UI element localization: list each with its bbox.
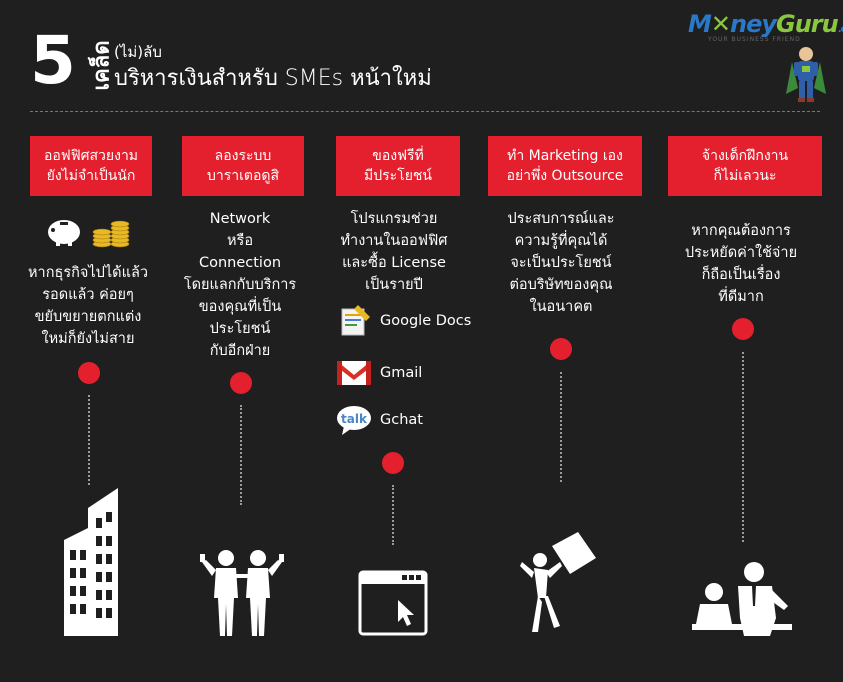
column-4-connector xyxy=(560,372,562,482)
column-5-body-line: ที่ดีมาก xyxy=(718,289,764,305)
column-1-title-line2: ยังไม่จำเป็นนัก xyxy=(46,168,136,184)
column-3-body-line: ทำงานในออฟฟิศ xyxy=(340,233,448,249)
app-google-docs: Google Docs xyxy=(336,305,471,337)
column-3-body-line: และซื้อ License xyxy=(342,255,446,271)
column-2-dot xyxy=(230,372,252,394)
svg-text:talk: talk xyxy=(341,412,368,426)
header-small-word: (ไม่)ลับ xyxy=(114,43,162,61)
mentor-icon xyxy=(692,562,792,636)
column-1-body-line: ใหม่ก็ยังไม่สาย xyxy=(41,331,135,347)
column-2-header: ลองระบบ บาราเตอดูสิ xyxy=(182,136,304,196)
logo-tagline: YOUR BUSINESS FRIEND xyxy=(708,36,801,43)
column-2-connector xyxy=(240,405,242,505)
logo-part-3: Guru xyxy=(776,10,839,38)
column-2-body-line: ของคุณที่เป็น xyxy=(198,299,282,315)
column-2-body-line: Network xyxy=(209,211,271,227)
column-5-header: จ้างเด็กฝึกงาน ก็ไม่เลวนะ xyxy=(668,136,822,196)
column-4-dot xyxy=(550,338,572,360)
app-gchat: talk Gchat xyxy=(336,404,423,436)
column-5-dot xyxy=(732,318,754,340)
header-number: 5 xyxy=(30,22,76,99)
logo-part-2: ney xyxy=(730,10,777,38)
app-gmail: Gmail xyxy=(336,357,422,389)
column-5-title-line1: จ้างเด็กฝึกงาน xyxy=(701,148,789,164)
column-2-body-line: โดยแลกกับบริการ xyxy=(183,277,297,293)
column-2-body: Network หรือ Connection โดยแลกกับบริการ … xyxy=(172,208,308,362)
column-2-body-line: Connection xyxy=(198,255,282,271)
brand-logo: M✕neyGuru.co.th xyxy=(688,10,843,38)
header-divider xyxy=(30,111,820,112)
google-docs-icon xyxy=(336,305,372,337)
column-4-body-line: ประสบการณ์และ xyxy=(507,211,615,227)
column-2-body-line: หรือ xyxy=(226,233,254,249)
column-5-body: หากคุณต้องการ ประหยัดค่าใช้จ่าย ก็ถือเป็… xyxy=(668,220,814,308)
column-1-title-line1: ออฟฟิศสวยงาม xyxy=(43,148,139,164)
column-1-body-line: หากธุรกิจไปได้แล้ว xyxy=(28,265,148,281)
logo-part-1: M xyxy=(688,10,712,38)
column-5-body-line: หากคุณต้องการ xyxy=(691,223,791,239)
column-1-dot xyxy=(78,362,100,384)
browser-window-icon xyxy=(358,570,428,636)
column-4-body: ประสบการณ์และ ความรู้ที่คุณได้ จะเป็นประ… xyxy=(488,208,634,318)
column-5-title-line2: ก็ไม่เลวนะ xyxy=(713,168,777,184)
column-3-dot xyxy=(382,452,404,474)
column-2-body-line: ประโยชน์ xyxy=(209,321,271,337)
column-3-header: ของฟรีที่ มีประโยชน์ xyxy=(336,136,460,196)
column-1-body-line: รอดแล้ว ค่อยๆ xyxy=(42,287,134,303)
piggy-bank-coins-icon xyxy=(48,220,130,248)
column-1-body-line: ขยับขยายตกแต่ง xyxy=(34,309,142,325)
google-docs-label: Google Docs xyxy=(380,313,472,329)
column-3-title-line2: มีประโยชน์ xyxy=(364,168,432,184)
column-3-body-line: โปรแกรมช่วย xyxy=(350,211,438,227)
page-title: บริหารเงินสำหรับ SMEs หน้าใหม่ xyxy=(114,66,432,91)
column-5-connector xyxy=(742,352,744,542)
logo-o-icon: ✕ xyxy=(710,10,731,38)
person-with-sign-icon xyxy=(520,532,596,632)
gmail-label: Gmail xyxy=(380,365,423,381)
column-5-body-line: ประหยัดค่าใช้จ่าย xyxy=(684,245,798,261)
column-4-body-line: จะเป็นประโยชน์ xyxy=(510,255,612,271)
gmail-icon xyxy=(336,357,372,389)
column-4-header: ทำ Marketing เอง อย่าพึ่ง Outsource xyxy=(488,136,642,196)
column-3-connector xyxy=(392,485,394,545)
column-1-connector xyxy=(88,395,90,485)
column-2-body-line: กับอีกฝ่าย xyxy=(209,343,271,359)
column-3-body-line: เป็นรายปี xyxy=(365,277,423,293)
column-3-title-line1: ของฟรีที่ xyxy=(372,148,424,164)
column-4-body-line: ความรู้ที่คุณได้ xyxy=(514,233,608,249)
column-1-header: ออฟฟิศสวยงาม ยังไม่จำเป็นนัก xyxy=(30,136,152,196)
column-1-body: หากธุรกิจไปได้แล้ว รอดแล้ว ค่อยๆ ขยับขยา… xyxy=(28,262,148,350)
logo-part-4: .co.th xyxy=(837,24,843,35)
gchat-label: Gchat xyxy=(380,412,423,428)
superhero-mascot-icon xyxy=(786,47,826,102)
column-4-body-line: ในอนาคต xyxy=(529,299,593,315)
column-4-title-line1: ทำ Marketing เอง xyxy=(507,148,623,164)
column-2-title-line2: บาราเตอดูสิ xyxy=(206,168,280,184)
column-3-body: โปรแกรมช่วย ทำงานในออฟฟิศ และซื้อ Licens… xyxy=(326,208,462,296)
gchat-icon: talk xyxy=(336,404,372,436)
people-icon xyxy=(200,550,284,636)
column-5-body-line: ก็ถือเป็นเรื่อง xyxy=(701,267,781,283)
column-4-body-line: ต่อบริษัทของคุณ xyxy=(509,277,613,293)
column-4-title-line2: อย่าพึ่ง Outsource xyxy=(506,168,624,184)
building-icon xyxy=(64,488,118,636)
column-2-title-line1: ลองระบบ xyxy=(214,148,272,164)
